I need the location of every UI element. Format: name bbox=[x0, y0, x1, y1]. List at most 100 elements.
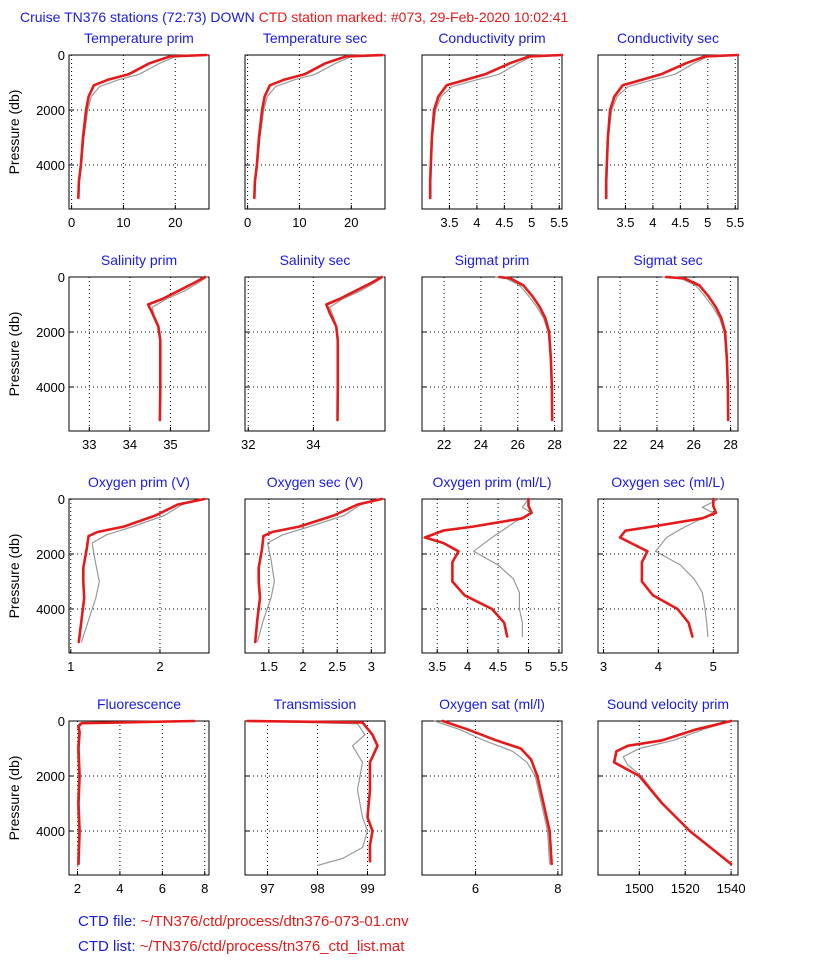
marked-station-profile bbox=[604, 53, 740, 200]
y-tick-label: 0 bbox=[58, 270, 65, 285]
x-tick-label: 8 bbox=[554, 881, 561, 896]
x-tick-label: 2.5 bbox=[328, 659, 346, 674]
axes-frame bbox=[421, 498, 563, 654]
axes-frame bbox=[421, 720, 563, 876]
ctd-file-label: CTD file: bbox=[78, 913, 137, 930]
x-tick-label: 5 bbox=[704, 215, 711, 230]
marked-station-profile bbox=[428, 53, 564, 200]
cruise-title: Cruise TN376 stations (72:73) DOWN bbox=[20, 9, 255, 25]
marked-station-profile bbox=[77, 497, 206, 644]
panel-title: Oxygen sec (ml/L) bbox=[611, 474, 725, 490]
x-tick-label: 4 bbox=[464, 659, 471, 674]
ctd-list-path: ~/TN376/ctd/process/tn376_ctd_list.mat bbox=[139, 938, 405, 955]
axes-frame bbox=[244, 54, 386, 210]
x-tick-label: 5.5 bbox=[726, 215, 744, 230]
panel-title: Oxygen sat (ml/l) bbox=[439, 696, 545, 712]
x-tick-label: 22 bbox=[613, 437, 627, 452]
x-tick-label: 34 bbox=[123, 437, 137, 452]
x-tick-label: 0 bbox=[244, 215, 251, 230]
marked-station-profile bbox=[664, 275, 730, 422]
x-tick-label: 24 bbox=[650, 437, 664, 452]
y-tick-label: 0 bbox=[58, 492, 65, 507]
axes-frame bbox=[244, 720, 386, 876]
x-tick-label: 8 bbox=[201, 881, 208, 896]
x-tick-label: 10 bbox=[292, 215, 306, 230]
panel-13: 2 4 6 8 0 2000 4000 Fluorescence Pressure (db) bbox=[6, 696, 210, 896]
panel-title: Sound velocity prim bbox=[607, 696, 729, 712]
x-tick-label: 97 bbox=[260, 881, 274, 896]
panel-4: 3.5 4 4.5 5 5.5 Conductivity sec bbox=[597, 30, 744, 230]
y-tick-label: 4000 bbox=[36, 380, 65, 395]
x-tick-label: 3.5 bbox=[440, 215, 458, 230]
y-tick-label: 4000 bbox=[36, 158, 65, 173]
x-tick-label: 1540 bbox=[717, 881, 746, 896]
ctd-file-line: CTD file: ~/TN376/ctd/process/dtn376-073… bbox=[78, 913, 409, 930]
x-tick-label: 1520 bbox=[671, 881, 700, 896]
x-tick-label: 24 bbox=[474, 437, 488, 452]
panel-5: 33 34 35 0 2000 4000 Salinity prim Pressure (db… bbox=[6, 252, 210, 452]
x-tick-label: 0 bbox=[68, 215, 75, 230]
panel-title: Temperature prim bbox=[84, 30, 194, 46]
y-tick-label: 4000 bbox=[36, 824, 65, 839]
marked-station-profile bbox=[325, 275, 384, 422]
panel-8: 22 24 26 28 Sigmat sec bbox=[597, 252, 739, 452]
y-axis-label: Pressure (db) bbox=[6, 534, 22, 619]
marked-station-title: CTD station marked: #073, 29-Feb-2020 10… bbox=[258, 9, 569, 25]
x-tick-label: 98 bbox=[310, 881, 324, 896]
panel-15: 6 8 Oxygen sat (ml/l) bbox=[421, 696, 563, 896]
y-tick-label: 0 bbox=[58, 48, 65, 63]
x-tick-label: 3.5 bbox=[616, 215, 634, 230]
marked-station-profile bbox=[612, 719, 733, 866]
panel-12: 3 4 5 Oxygen sec (ml/L) bbox=[597, 474, 739, 674]
x-tick-label: 6 bbox=[159, 881, 166, 896]
marked-station-profile bbox=[77, 53, 208, 200]
marked-station-profile bbox=[246, 719, 379, 863]
y-axis-label: Pressure (db) bbox=[6, 90, 22, 175]
x-tick-label: 34 bbox=[306, 437, 320, 452]
y-tick-label: 2000 bbox=[36, 769, 65, 784]
axes-frame bbox=[421, 54, 563, 210]
x-tick-label: 35 bbox=[163, 437, 177, 452]
panel-3: 3.5 4 4.5 5 5.5 Conductivity prim bbox=[421, 30, 568, 230]
marked-station-profile bbox=[618, 497, 718, 638]
axes-frame bbox=[597, 276, 739, 432]
panel-title: Salinity prim bbox=[101, 252, 177, 268]
ctd-file-path: ~/TN376/ctd/process/dtn376-073-01.cnv bbox=[140, 913, 409, 930]
panel-2: 0 10 20 Temperature sec bbox=[244, 30, 386, 230]
axes-frame bbox=[244, 276, 386, 432]
x-tick-label: 26 bbox=[511, 437, 525, 452]
x-tick-label: 4 bbox=[116, 881, 123, 896]
ctd-list-label: CTD list: bbox=[78, 938, 136, 955]
x-tick-label: 1.5 bbox=[260, 659, 278, 674]
marked-station-profile bbox=[146, 275, 207, 422]
marked-station-profile bbox=[253, 497, 383, 644]
y-tick-label: 0 bbox=[58, 714, 65, 729]
ctd-list-line: CTD list: ~/TN376/ctd/process/tn376_ctd_… bbox=[78, 938, 404, 955]
x-tick-label: 1500 bbox=[625, 881, 654, 896]
y-tick-label: 2000 bbox=[36, 325, 65, 340]
other-station-profile bbox=[246, 720, 369, 867]
y-tick-label: 2000 bbox=[36, 103, 65, 118]
panel-11: 3.5 4 4.5 5 5.5 Oxygen prim (ml/L) bbox=[421, 474, 568, 674]
panel-16: 1500 1520 1540 Sound velocity prim bbox=[597, 696, 746, 896]
axes-frame bbox=[421, 276, 563, 432]
x-tick-label: 4 bbox=[655, 659, 662, 674]
x-tick-label: 4 bbox=[649, 215, 656, 230]
x-tick-label: 5 bbox=[525, 659, 532, 674]
marked-station-profile bbox=[253, 53, 384, 200]
x-tick-label: 2 bbox=[156, 659, 163, 674]
y-axis-label: Pressure (db) bbox=[6, 756, 22, 841]
panel-10: 1.5 2 2.5 3 Oxygen sec (V) bbox=[244, 474, 386, 674]
x-tick-label: 3.5 bbox=[428, 659, 446, 674]
other-station-profile bbox=[433, 720, 551, 865]
axes-frame bbox=[68, 54, 210, 210]
x-tick-label: 2 bbox=[299, 659, 306, 674]
marked-station-profile bbox=[498, 275, 554, 422]
y-axis-label: Pressure (db) bbox=[6, 312, 22, 397]
panel-title: Sigmat sec bbox=[633, 252, 702, 268]
panel-title: Salinity sec bbox=[280, 252, 351, 268]
panel-title: Oxygen sec (V) bbox=[267, 474, 363, 490]
x-tick-label: 4.5 bbox=[489, 659, 507, 674]
panel-6: 32 34 Salinity sec bbox=[241, 252, 386, 452]
x-tick-label: 20 bbox=[344, 215, 358, 230]
